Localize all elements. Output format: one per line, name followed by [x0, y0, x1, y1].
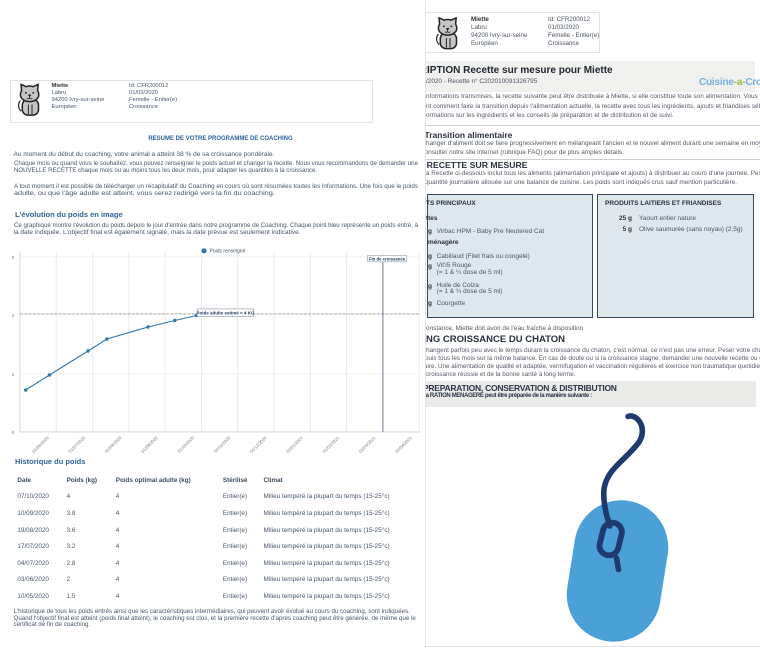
svg-text:6: 6	[12, 255, 15, 260]
svg-text:0: 0	[12, 430, 15, 435]
svg-text:01/08/2020: 01/08/2020	[104, 435, 123, 454]
svg-text:01/01/2021: 01/01/2021	[285, 435, 304, 454]
svg-text:01/12/2020: 01/12/2020	[249, 435, 268, 454]
svg-text:01/10/2020: 01/10/2020	[176, 435, 195, 454]
svg-text:Poids renseigné: Poids renseigné	[210, 249, 246, 255]
svg-text:01/04/2021: 01/04/2021	[394, 435, 413, 454]
svg-text:01/07/2020: 01/07/2020	[67, 435, 86, 454]
svg-text:4: 4	[12, 313, 15, 318]
svg-text:Fin de croissance: Fin de croissance	[369, 256, 406, 261]
svg-text:01/09/2020: 01/09/2020	[140, 435, 159, 454]
svg-text:01/03/2021: 01/03/2021	[358, 435, 377, 454]
svg-text:2: 2	[12, 372, 15, 377]
svg-text:01/11/2020: 01/11/2020	[213, 435, 232, 454]
svg-text:01/06/2020: 01/06/2020	[31, 435, 50, 454]
svg-text:Poids adulte estimé = 4 KG: Poids adulte estimé = 4 KG	[197, 311, 255, 316]
svg-text:01/02/2021: 01/02/2021	[322, 435, 341, 454]
